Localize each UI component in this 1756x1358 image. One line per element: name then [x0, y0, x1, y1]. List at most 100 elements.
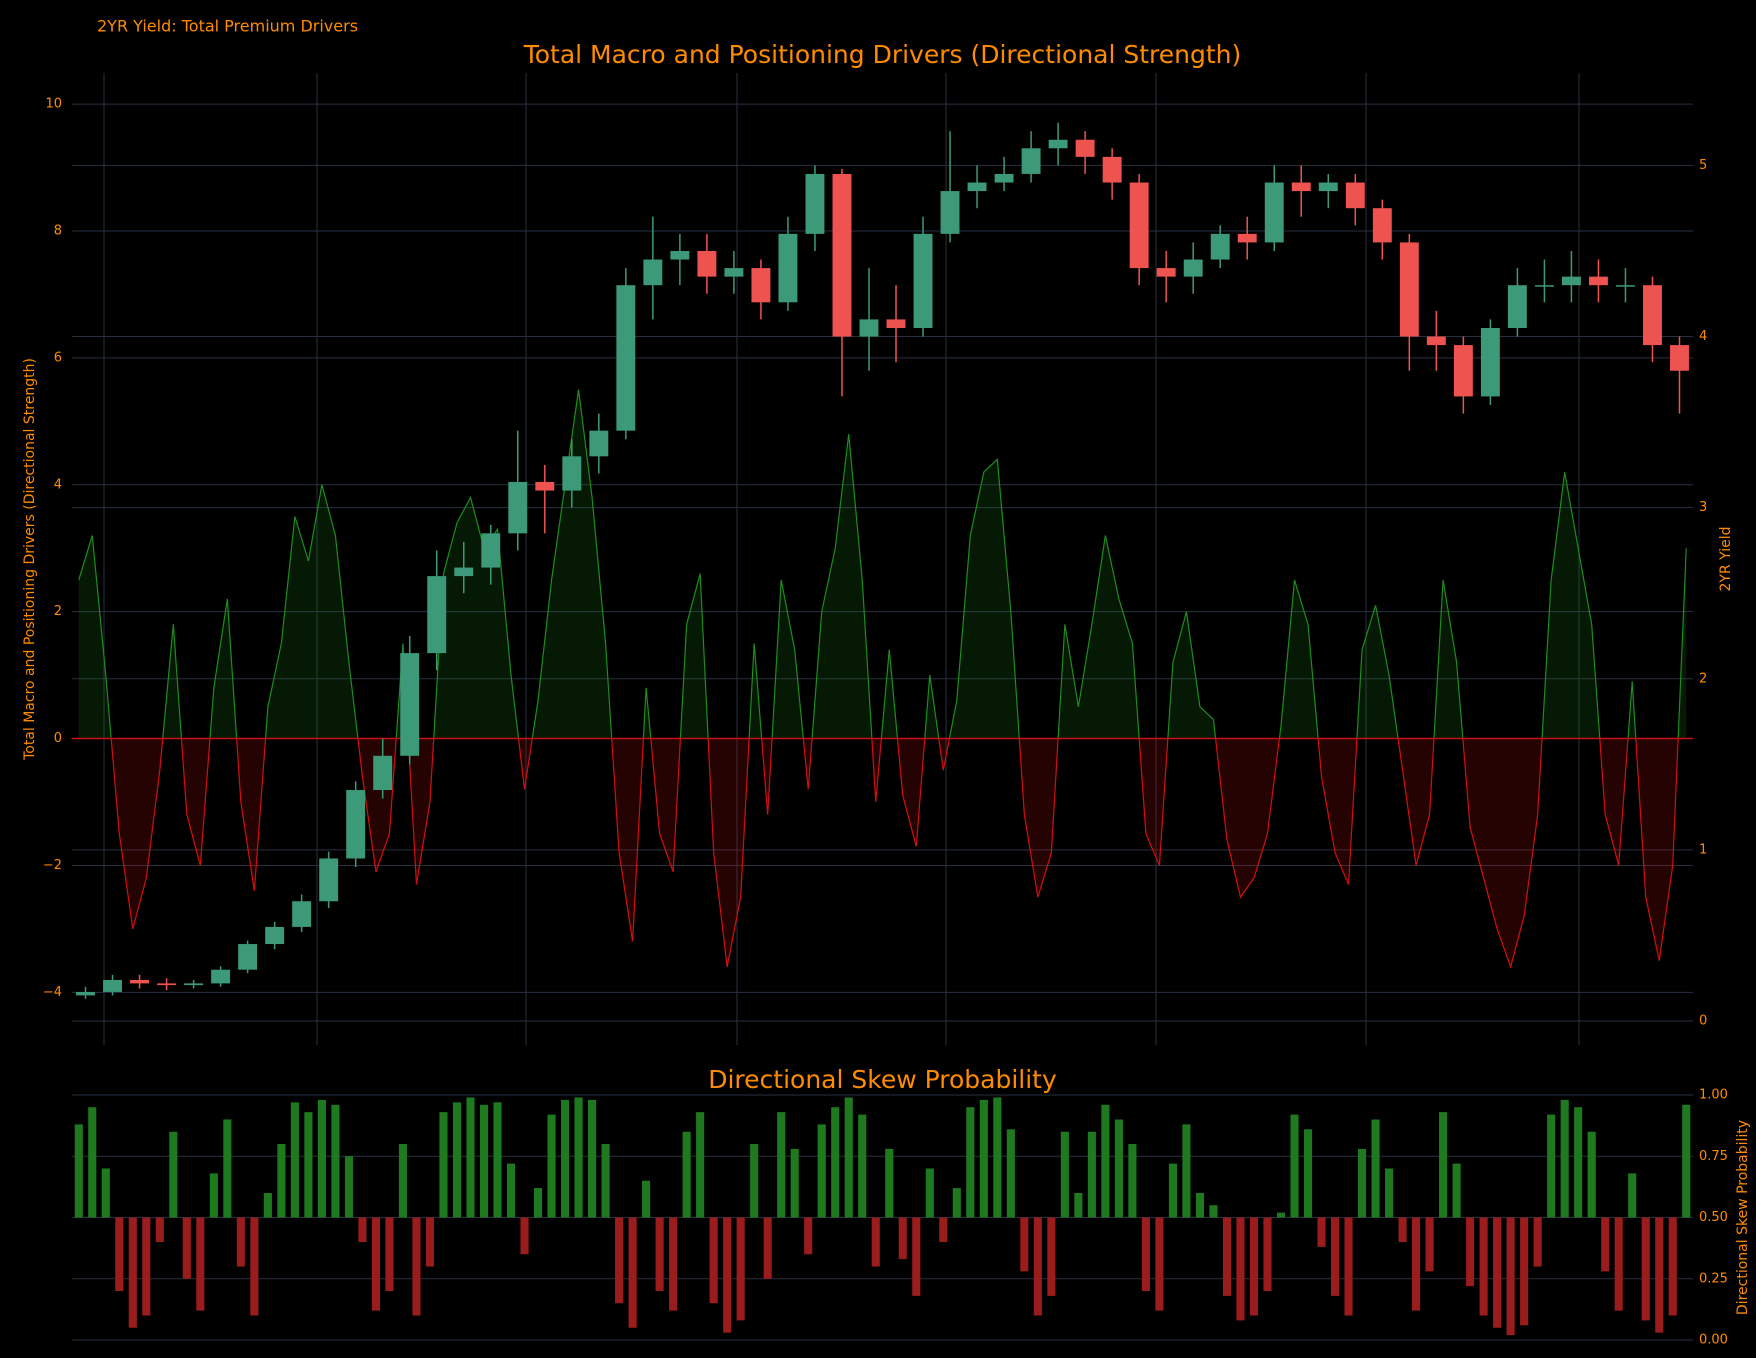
candle-body: [1264, 182, 1284, 243]
chart-title: Directional Skew Probability: [708, 1065, 1057, 1094]
candle-body: [508, 481, 528, 534]
candle-body: [1643, 285, 1662, 346]
bar: [223, 1119, 232, 1218]
y2-tick-label: 0: [1699, 1014, 1707, 1029]
bar: [115, 1217, 124, 1291]
candle-body: [130, 979, 149, 984]
candle-body: [238, 944, 258, 970]
bar: [1168, 1163, 1177, 1218]
bar: [250, 1217, 259, 1316]
bar: [925, 1168, 934, 1218]
bar: [1276, 1212, 1286, 1218]
bar: [790, 1148, 799, 1218]
bar: [1114, 1119, 1123, 1218]
bar: [1290, 1114, 1299, 1218]
bar: [723, 1217, 732, 1333]
bar: [479, 1104, 489, 1218]
bar: [1655, 1217, 1664, 1333]
bar: [88, 1107, 97, 1218]
bar: [196, 1217, 205, 1311]
bar: [1425, 1217, 1434, 1272]
bar: [1074, 1193, 1083, 1218]
candle-body: [1372, 208, 1392, 243]
bar: [831, 1107, 840, 1218]
candle-body: [1534, 285, 1554, 287]
bar: [236, 1217, 245, 1267]
bar: [425, 1217, 435, 1267]
bar: [277, 1144, 286, 1218]
area-fill: [78, 389, 1687, 739]
candle-body: [1048, 139, 1068, 149]
bar: [1371, 1119, 1380, 1218]
candle-body: [832, 173, 852, 337]
bar: [466, 1097, 475, 1218]
candle-body: [346, 790, 366, 859]
candle-body: [1291, 182, 1311, 192]
candle-body: [1210, 233, 1230, 260]
candle-body: [643, 259, 663, 286]
candle-body: [319, 858, 339, 902]
bar: [452, 1102, 462, 1218]
bar: [655, 1217, 664, 1291]
candle-body: [481, 533, 501, 568]
page-title: 2YR Yield: Total Premium Drivers: [97, 17, 358, 36]
bar: [1182, 1124, 1191, 1218]
candle-body: [724, 268, 744, 277]
candle-body: [1318, 182, 1338, 192]
bar: [317, 1099, 326, 1218]
bar: [871, 1217, 880, 1267]
candle-body: [670, 250, 690, 260]
bar: [1209, 1205, 1218, 1218]
bar: [642, 1180, 651, 1218]
bar: [601, 1144, 610, 1218]
candle-body: [1399, 242, 1419, 337]
bar: [898, 1217, 907, 1260]
bar: [939, 1217, 948, 1242]
candle-body: [1345, 182, 1365, 209]
candle-body: [913, 233, 933, 328]
candle-body: [859, 319, 879, 337]
candle-body: [1453, 345, 1473, 397]
y2-tick-label: 1: [1699, 842, 1707, 857]
candle-body: [265, 926, 285, 945]
bar: [588, 1099, 597, 1218]
bar: [1560, 1099, 1569, 1218]
bar: [182, 1217, 191, 1279]
candle-body: [535, 481, 555, 491]
bar: [1101, 1104, 1110, 1218]
candle-body: [103, 979, 122, 992]
bar: [1520, 1217, 1529, 1326]
bar: [1047, 1217, 1056, 1296]
candle-body: [292, 901, 312, 927]
bar: [1547, 1114, 1556, 1218]
y-tick-label: 0: [54, 731, 62, 746]
bar: [439, 1112, 448, 1218]
vertical-grid: [103, 73, 1580, 1045]
candle-body: [400, 653, 420, 756]
candle-body: [76, 991, 95, 996]
bar: [128, 1217, 137, 1328]
candle-body: [886, 319, 906, 328]
candle-body: [616, 285, 636, 431]
y-tick-label: 10: [45, 97, 62, 112]
bar: [344, 1156, 353, 1218]
bar: [358, 1217, 367, 1242]
y2-axis-title: Directional Skew Probability: [1735, 1120, 1751, 1315]
bar: [304, 1112, 313, 1218]
area-line: [110, 738, 1679, 969]
bar: [1357, 1148, 1367, 1218]
candle-body: [1588, 276, 1608, 286]
bar: [1506, 1217, 1515, 1336]
y2-tick-label: 0.00: [1699, 1333, 1728, 1348]
candle-body: [427, 576, 447, 654]
bar: [1060, 1131, 1069, 1218]
bar: [1614, 1217, 1623, 1311]
bar: [1249, 1217, 1259, 1316]
bar: [682, 1131, 691, 1218]
bar: [506, 1163, 516, 1218]
candle-body: [1183, 259, 1203, 277]
bar: [979, 1099, 988, 1218]
candle-body: [1102, 156, 1122, 183]
candle-body: [805, 173, 825, 234]
bar: [1601, 1217, 1610, 1272]
